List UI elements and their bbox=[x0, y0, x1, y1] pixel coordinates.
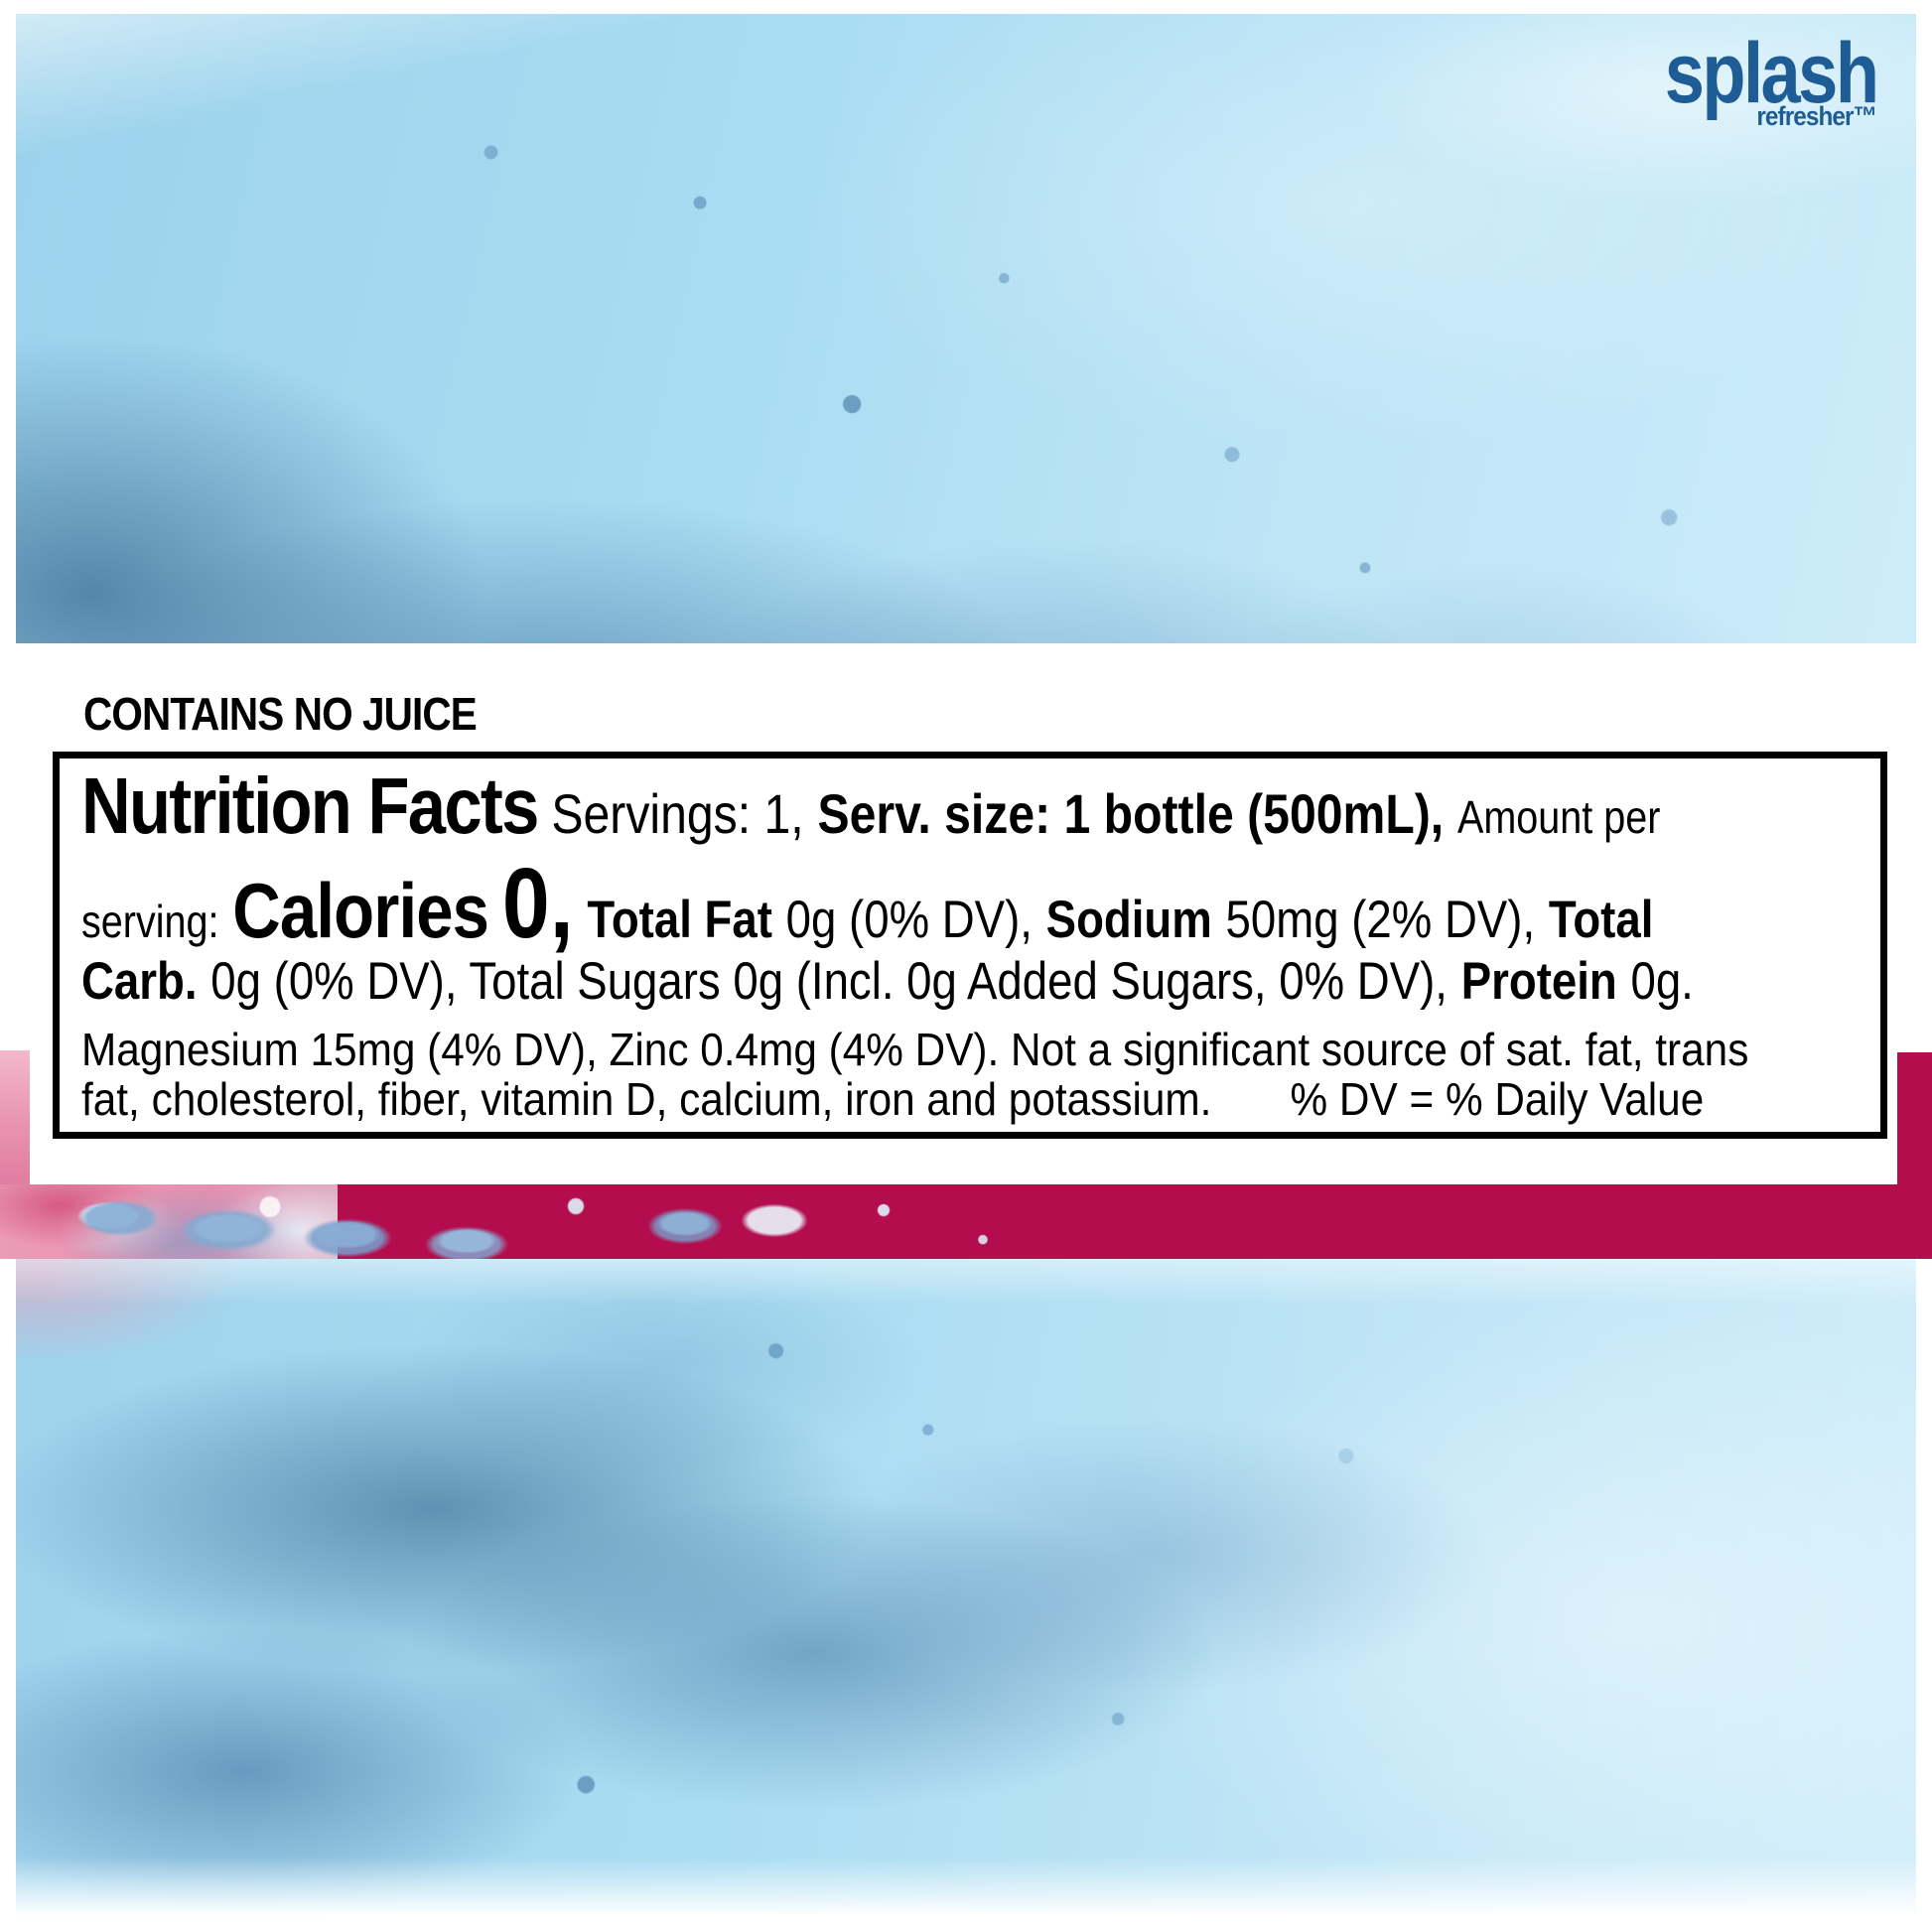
nf-protein-value: 0g. bbox=[1630, 952, 1694, 1011]
nutrition-facts-panel: Nutrition Facts Servings: 1, Serv. size:… bbox=[53, 752, 1887, 1139]
water-droplets-over-band bbox=[60, 1182, 1052, 1262]
nutrition-line-2: serving: Calories 0, Total Fat 0g (0% DV… bbox=[81, 848, 1653, 959]
nf-sodium-label: Sodium bbox=[1045, 891, 1212, 949]
water-splash-photo-bottom bbox=[16, 1259, 1916, 1916]
nutrition-line-5: fat, cholesterol, fiber, vitamin D, calc… bbox=[81, 1076, 1720, 1126]
nf-serving-size: Serv. size: 1 bottle (500mL), bbox=[817, 782, 1445, 845]
nf-sodium-value: 50mg (2% DV), bbox=[1225, 891, 1536, 949]
nf-servings: Servings: 1, bbox=[551, 782, 804, 845]
brand-name: splash bbox=[1664, 26, 1878, 121]
nutrition-line-3: Carb. 0g (0% DV), Total Sugars 0g (Incl.… bbox=[81, 952, 1694, 1027]
nf-carb-sugars-text: 0g (0% DV), Total Sugars 0g (Incl. 0g Ad… bbox=[210, 952, 1448, 1011]
brand-tagline: refresher™ bbox=[1756, 101, 1877, 131]
water-splash-photo-top bbox=[16, 14, 1916, 643]
nf-total-fat-value: 0g (0% DV), bbox=[785, 891, 1033, 949]
nf-micronutrients-line1: Magnesium 15mg (4% DV), Zinc 0.4mg (4% D… bbox=[81, 1024, 1749, 1075]
pink-splash-edge-strip bbox=[0, 1050, 30, 1186]
nf-protein-label: Protein bbox=[1460, 952, 1617, 1011]
nf-dv-note: % DV = % Daily Value bbox=[1290, 1073, 1705, 1125]
nf-total-carb-label-part1: Total bbox=[1548, 891, 1654, 949]
contains-no-juice-claim: CONTAINS NO JUICE bbox=[83, 688, 478, 740]
nutrition-line-4: Magnesium 15mg (4% DV), Zinc 0.4mg (4% D… bbox=[81, 1027, 1748, 1076]
nf-total-carb-label-part2: Carb. bbox=[81, 952, 198, 1011]
nf-amount-per: Amount per bbox=[1456, 791, 1661, 843]
magenta-band-right-column bbox=[1897, 1052, 1932, 1186]
nf-total-fat-label: Total Fat bbox=[587, 891, 772, 949]
nf-calories-value: 0, bbox=[501, 848, 574, 959]
nf-title: Nutrition Facts bbox=[81, 761, 539, 850]
nf-micronutrients-line2: fat, cholesterol, fiber, vitamin D, calc… bbox=[81, 1073, 1212, 1125]
brand-logo: splash refresher™ bbox=[1549, 26, 1878, 132]
nf-serving-word: serving: bbox=[81, 896, 219, 947]
nf-calories-label: Calories bbox=[232, 867, 489, 954]
nutrition-line-1: Nutrition Facts Servings: 1, Serv. size:… bbox=[81, 761, 1660, 854]
